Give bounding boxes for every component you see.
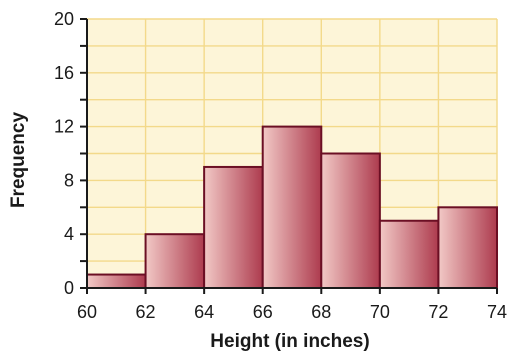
x-tick-label: 68 bbox=[311, 302, 331, 322]
y-axis-title: Frequency bbox=[8, 112, 29, 209]
histogram-bar bbox=[378, 219, 440, 289]
y-tick-label: 8 bbox=[64, 170, 74, 190]
x-tick-label: 60 bbox=[77, 302, 97, 322]
histogram-bar bbox=[144, 233, 206, 289]
y-tick-label: 4 bbox=[64, 224, 74, 244]
x-tick-label: 66 bbox=[253, 302, 273, 322]
x-tick-label: 64 bbox=[194, 302, 214, 322]
axes bbox=[80, 18, 498, 294]
histogram-bar bbox=[261, 125, 323, 289]
tick-labels: 0 4 8 12 16 20 60 62 64 66 68 70 72 74 bbox=[54, 9, 507, 322]
x-tick-label: 72 bbox=[428, 302, 448, 322]
x-axis-title: Height (in inches) bbox=[210, 331, 369, 352]
y-tick-label: 16 bbox=[54, 63, 74, 83]
y-tick-label: 0 bbox=[64, 278, 74, 298]
x-tick-label: 62 bbox=[136, 302, 156, 322]
x-tick-label: 74 bbox=[487, 302, 507, 322]
histogram-bar bbox=[86, 273, 147, 289]
y-tick-label: 20 bbox=[54, 9, 74, 29]
histogram-bar bbox=[437, 206, 498, 289]
y-tick-label: 12 bbox=[54, 117, 74, 137]
histogram-bar bbox=[320, 152, 381, 289]
histogram-bar bbox=[203, 165, 264, 289]
x-tick-label: 70 bbox=[370, 302, 390, 322]
